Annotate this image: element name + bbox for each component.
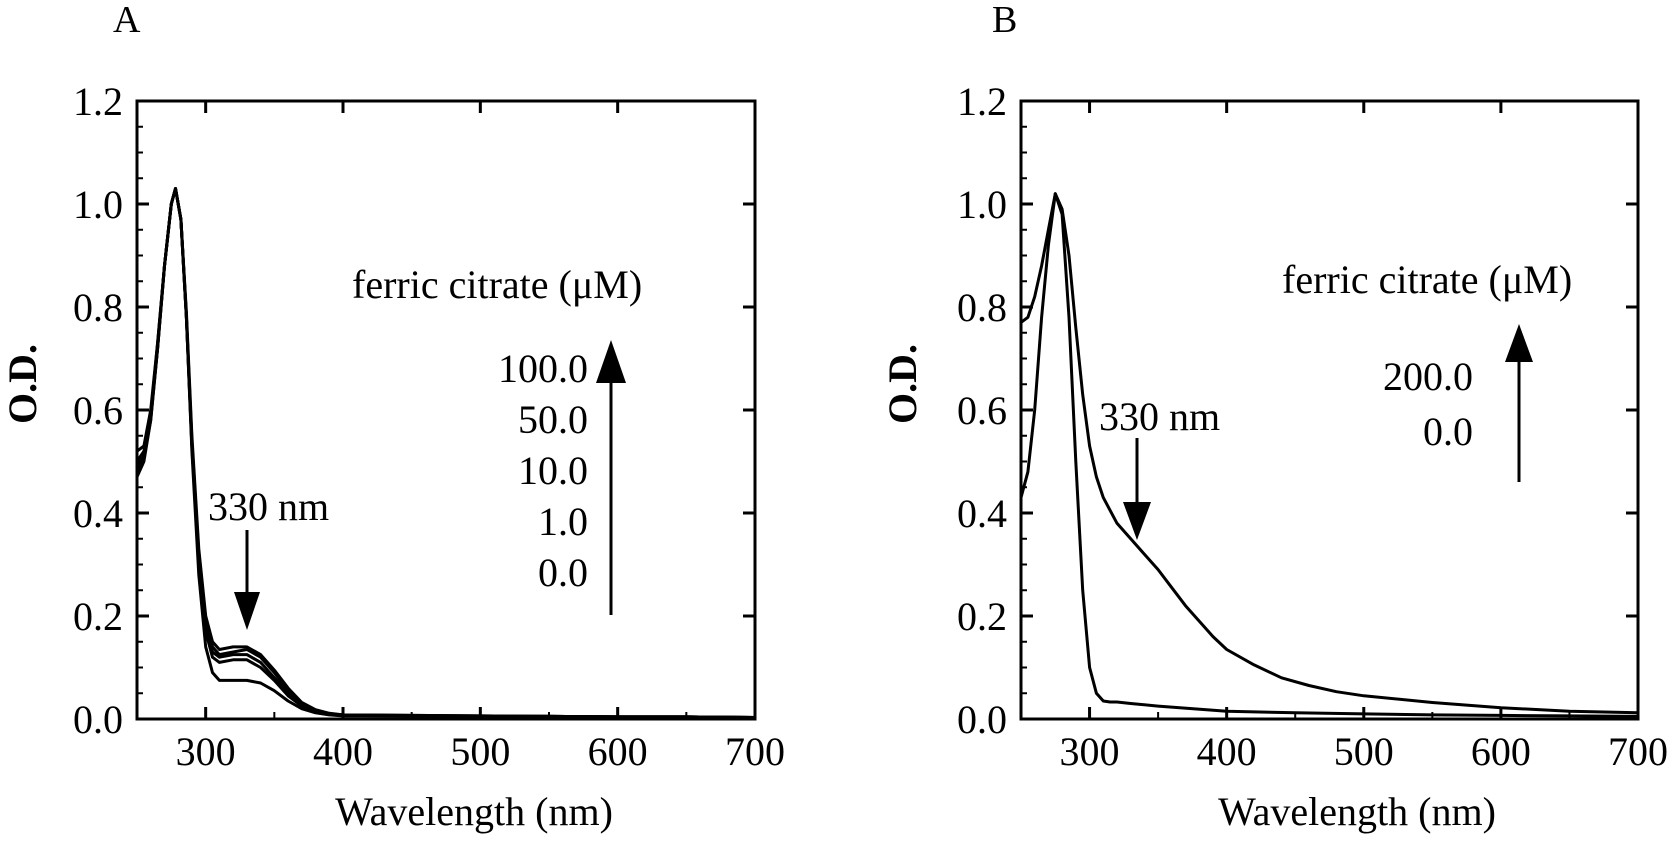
panel-b-label: B — [992, 0, 1017, 41]
y-tick-label: 0.2 — [73, 594, 123, 639]
y-tick-label: 0.2 — [957, 594, 1007, 639]
panel-a-legend-title: ferric citrate (μM) — [352, 262, 642, 307]
y-tick-label: 1.0 — [73, 182, 123, 227]
y-tick-label: 1.0 — [957, 182, 1007, 227]
x-tick-label: 600 — [1471, 729, 1531, 774]
panel-a-label: A — [113, 0, 141, 41]
y-tick-label: 1.2 — [957, 79, 1007, 124]
x-tick-label: 400 — [313, 729, 373, 774]
y-tick-label: 0.8 — [73, 285, 123, 330]
y-tick-label: 0.4 — [957, 491, 1007, 536]
x-tick-label: 400 — [1197, 729, 1257, 774]
x-tick-label: 600 — [588, 729, 648, 774]
series-line — [1019, 192, 1640, 718]
y-tick-label: 0.6 — [73, 388, 123, 433]
panel-a-chart: A O.D. Wavelength (nm) 0.0 0.2 0.4 0.6 0.8 1.… — [0, 0, 785, 834]
panel-a-legend-entry: 10.0 — [518, 448, 588, 493]
panel-a-legend-entry: 1.0 — [538, 499, 588, 544]
x-tick-label: 700 — [725, 729, 785, 774]
panel-a-legend-arrow-head — [596, 340, 626, 383]
y-tick-label: 0.0 — [73, 697, 123, 742]
panel-a-legend-entry: 0.0 — [538, 550, 588, 595]
panel-a-peak-arrow-head — [234, 592, 260, 630]
panel-b-series — [1019, 192, 1640, 718]
x-tick-label: 700 — [1608, 729, 1668, 774]
panel-b-legend-title: ferric citrate (μM) — [1282, 257, 1572, 302]
panel-b-plot-frame — [1019, 99, 1640, 721]
y-tick-label: 1.2 — [73, 79, 123, 124]
y-tick-label: 0.4 — [73, 491, 123, 536]
panel-a-y-axis-title: O.D. — [0, 344, 45, 424]
panel-a-legend-entry: 100.0 — [498, 346, 588, 391]
panel-b-legend-arrow-head — [1505, 324, 1533, 362]
panel-a-ticks: 0.0 0.2 0.4 0.6 0.8 1.0 1.2 300 400 500 600 700 — [73, 79, 785, 774]
series-line — [135, 187, 757, 719]
panel-b-x-axis-title: Wavelength (nm) — [1218, 789, 1496, 834]
panel-b-chart: B O.D. Wavelength (nm) 0.0 0.2 0.4 0.6 0.8 1.… — [880, 0, 1668, 834]
panel-b-y-axis-title: O.D. — [880, 344, 925, 424]
y-tick-label: 0.8 — [957, 285, 1007, 330]
x-tick-label: 300 — [176, 729, 236, 774]
x-tick-label: 500 — [450, 729, 510, 774]
y-tick-label: 0.6 — [957, 388, 1007, 433]
panel-b-legend-entry: 0.0 — [1423, 409, 1473, 454]
panel-b-peak-label: 330 nm — [1099, 394, 1220, 439]
panel-b-peak-arrow-head — [1123, 502, 1151, 540]
panel-a-legend-entry: 50.0 — [518, 397, 588, 442]
panel-a-peak-label: 330 nm — [208, 484, 329, 529]
panel-b-ticks: 0.0 0.2 0.4 0.6 0.8 1.0 1.2 300 400 500 600 700 — [957, 79, 1668, 774]
panel-a-x-axis-title: Wavelength (nm) — [335, 789, 613, 834]
panel-b-legend-entry: 200.0 — [1383, 354, 1473, 399]
panel-a-series — [135, 187, 757, 719]
x-tick-label: 300 — [1060, 729, 1120, 774]
y-tick-label: 0.0 — [957, 697, 1007, 742]
panel-a-plot-frame — [135, 99, 757, 721]
series-line — [1019, 192, 1640, 715]
x-tick-label: 500 — [1334, 729, 1394, 774]
